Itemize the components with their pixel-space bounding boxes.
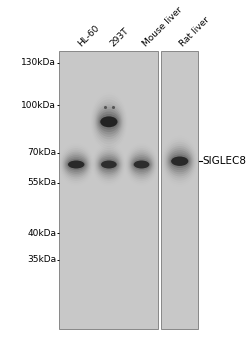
Ellipse shape (98, 112, 120, 132)
Ellipse shape (95, 104, 123, 139)
Ellipse shape (67, 159, 85, 170)
Ellipse shape (168, 150, 191, 172)
Point (103, 104, 107, 110)
Text: 70kDa: 70kDa (27, 148, 56, 158)
Ellipse shape (169, 152, 190, 170)
Ellipse shape (100, 159, 118, 170)
Ellipse shape (98, 155, 120, 174)
Ellipse shape (97, 153, 121, 176)
Text: HL-60: HL-60 (76, 23, 101, 48)
Text: 293T: 293T (109, 26, 131, 48)
Ellipse shape (133, 159, 150, 170)
Text: 130kDa: 130kDa (21, 58, 56, 67)
Text: 40kDa: 40kDa (27, 229, 56, 238)
Text: Rat liver: Rat liver (178, 15, 211, 48)
Ellipse shape (101, 161, 117, 168)
Ellipse shape (100, 117, 118, 127)
Ellipse shape (101, 161, 117, 168)
Ellipse shape (166, 146, 193, 176)
Ellipse shape (131, 155, 152, 174)
Ellipse shape (68, 161, 84, 168)
Text: 100kDa: 100kDa (21, 101, 56, 110)
Ellipse shape (170, 154, 189, 168)
Ellipse shape (99, 157, 119, 172)
Ellipse shape (171, 156, 188, 166)
Ellipse shape (100, 117, 118, 127)
Ellipse shape (130, 153, 153, 176)
Point (111, 104, 115, 110)
Text: SIGLEC8: SIGLEC8 (203, 156, 247, 166)
Ellipse shape (99, 114, 119, 130)
Ellipse shape (134, 161, 149, 168)
Bar (59, 51, 158, 329)
Text: 35kDa: 35kDa (27, 255, 56, 264)
Ellipse shape (134, 161, 149, 168)
Bar (162, 51, 198, 329)
Ellipse shape (63, 152, 89, 177)
Ellipse shape (171, 156, 188, 166)
Ellipse shape (96, 107, 122, 137)
Ellipse shape (68, 161, 84, 168)
Ellipse shape (64, 153, 88, 176)
Ellipse shape (97, 109, 121, 134)
Text: 55kDa: 55kDa (27, 178, 56, 187)
Ellipse shape (65, 155, 87, 174)
Ellipse shape (66, 157, 86, 172)
Ellipse shape (167, 148, 192, 174)
Text: Mouse liver: Mouse liver (142, 5, 185, 48)
Ellipse shape (132, 157, 151, 172)
